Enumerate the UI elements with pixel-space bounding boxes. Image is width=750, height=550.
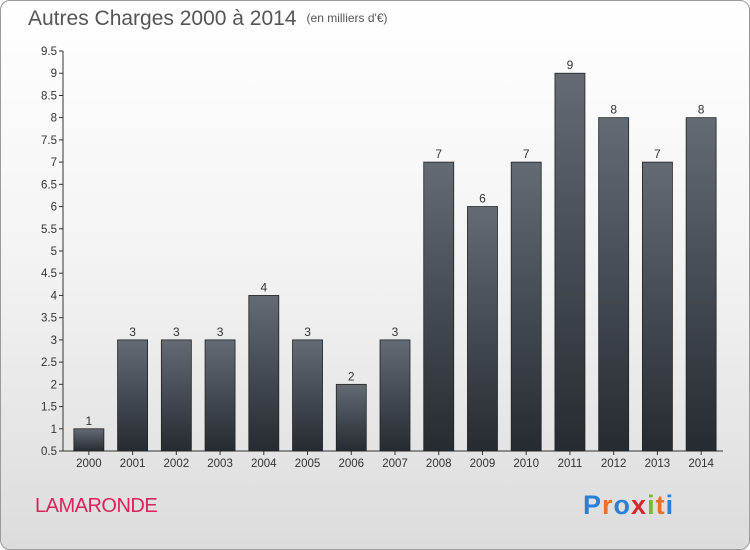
bar-2000 [73, 428, 105, 452]
x-tick-label-2004: 2004 [251, 458, 277, 470]
y-tick-label: 1 [51, 424, 57, 436]
data-label-2000: 1 [86, 414, 93, 428]
x-tick-label-2007: 2007 [382, 458, 408, 470]
data-label-2010: 7 [523, 147, 530, 161]
y-tick-label: 4.5 [41, 268, 57, 280]
bar-2008 [423, 161, 455, 452]
bar-2007 [379, 339, 411, 452]
y-tick-label: 9 [51, 68, 57, 80]
commune-name: LAMARONDE [35, 495, 158, 517]
bar-2006 [335, 383, 367, 452]
chart-data-labels: 1 3 3 3 4 3 2 3 7 6 7 9 8 7 8 [86, 58, 705, 428]
data-label-2003: 3 [217, 325, 224, 339]
logo-letter: i [647, 490, 656, 520]
data-label-2001: 3 [129, 325, 136, 339]
x-tick-label-2012: 2012 [601, 458, 627, 470]
x-tick-label-2005: 2005 [295, 458, 321, 470]
chart-title: Autres Charges 2000 à 2014 (en milliers d… [28, 7, 388, 31]
x-tick-label-2009: 2009 [470, 458, 496, 470]
bar-2005 [292, 339, 323, 452]
y-tick-label: 8.5 [41, 90, 57, 102]
y-tick-label: 4 [51, 290, 58, 302]
logo-letter: r [602, 490, 614, 520]
x-tick-label-2014: 2014 [688, 458, 714, 470]
data-label-2012: 8 [610, 103, 617, 117]
y-tick-label: 2.5 [41, 357, 57, 369]
x-tick-label-2010: 2010 [513, 458, 539, 470]
bar-2009 [467, 206, 498, 452]
y-tick-label: 3 [51, 335, 57, 347]
x-tick-label-2000: 2000 [76, 458, 102, 470]
chart-unit: (en milliers d'€) [306, 11, 388, 25]
bar-2010 [510, 161, 542, 452]
proxiti-logo: Proxiti [583, 490, 674, 521]
logo-letter: t [655, 490, 666, 520]
logo-letter: x [631, 490, 648, 520]
bar-2003 [204, 339, 236, 452]
data-label-2005: 3 [304, 325, 311, 339]
x-tick-label-2003: 2003 [207, 458, 233, 470]
bar-2013 [642, 161, 673, 452]
y-tick-label: 2 [51, 379, 57, 391]
y-tick-label: 1.5 [41, 402, 57, 414]
x-tick-label-2013: 2013 [645, 458, 671, 470]
chart-title-text: Autres Charges 2000 à 2014 [28, 7, 297, 30]
y-tick-label: 6.5 [41, 179, 57, 191]
y-tick-label: 6 [51, 202, 57, 214]
x-tick-label-2001: 2001 [120, 458, 146, 470]
y-tick-label: 5 [51, 246, 57, 258]
data-label-2008: 7 [435, 147, 442, 161]
bar-2012 [598, 117, 630, 452]
x-tick-label-2008: 2008 [426, 458, 452, 470]
data-label-2006: 2 [348, 369, 355, 383]
bar-2014 [685, 117, 717, 452]
data-label-2013: 7 [654, 147, 661, 161]
x-tick-label-2011: 2011 [558, 458, 583, 470]
logo-letter: o [613, 490, 632, 520]
bar-2002 [160, 339, 192, 452]
y-tick-label: 8 [51, 113, 57, 125]
y-tick-label: 9.5 [41, 46, 57, 58]
y-tick-label: 7 [51, 157, 57, 169]
data-label-2009: 6 [479, 192, 486, 206]
x-tick-label-2002: 2002 [164, 458, 190, 470]
y-tick-label: 7.5 [41, 135, 57, 147]
data-label-2002: 3 [173, 325, 180, 339]
logo-letter: P [583, 490, 603, 520]
x-tick-label-2006: 2006 [338, 458, 364, 470]
logo-letter: i [665, 490, 675, 520]
bar-2001 [117, 339, 148, 452]
bar-2011 [554, 72, 586, 452]
y-tick-label: 3.5 [41, 313, 57, 325]
chart-bars [73, 72, 717, 452]
data-label-2007: 3 [392, 325, 399, 339]
data-label-2011: 9 [567, 58, 574, 72]
data-label-2014: 8 [698, 103, 705, 117]
y-tick-label: 5.5 [41, 224, 57, 236]
bar-2004 [248, 295, 280, 452]
data-label-2004: 4 [260, 280, 267, 294]
y-tick-label: 0.5 [41, 446, 57, 458]
